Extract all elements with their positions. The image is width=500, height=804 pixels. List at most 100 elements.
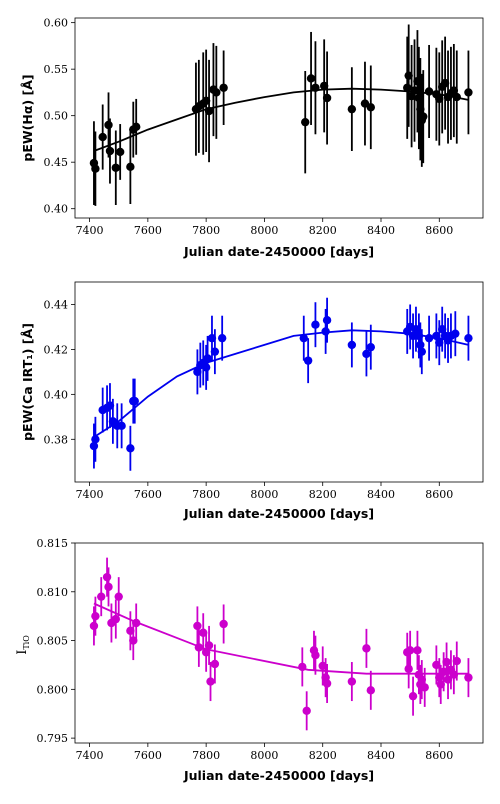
data-point <box>439 667 448 676</box>
x-tick-label: 8400 <box>367 224 395 237</box>
data-point <box>207 333 217 343</box>
data-point <box>322 316 332 325</box>
data-point <box>413 646 422 655</box>
y-axis-label-main: I <box>15 650 30 655</box>
data-point <box>210 659 220 669</box>
data-point <box>403 83 412 92</box>
x-tick-label: 7400 <box>76 224 104 237</box>
x-tick-label: 7800 <box>192 224 220 237</box>
data-point <box>102 572 112 582</box>
y-tick-label: 0.42 <box>44 343 69 356</box>
data-point <box>132 122 141 132</box>
data-point <box>416 104 425 114</box>
x-tick-label: 8200 <box>309 488 337 501</box>
y-tick-label: 0.44 <box>44 298 69 311</box>
data-point <box>451 329 460 338</box>
data-point <box>464 88 473 97</box>
data-point <box>420 683 429 692</box>
data-point <box>411 324 421 334</box>
marks <box>89 297 473 471</box>
fit-line <box>93 602 469 675</box>
x-tick-label: 7400 <box>76 749 104 762</box>
x-axis-label: Julian date-2450000 [days] <box>183 244 374 259</box>
data-point <box>126 162 135 172</box>
data-point <box>408 331 418 341</box>
data-point <box>91 435 100 444</box>
y-axis-label-subscript: TiO <box>22 635 31 650</box>
data-point <box>299 333 308 343</box>
data-point <box>464 673 473 682</box>
marks <box>89 557 473 731</box>
y-tick-label: 0.45 <box>44 156 69 169</box>
x-tick-label: 7600 <box>134 488 162 501</box>
x-tick-label: 7800 <box>192 749 220 762</box>
data-point <box>347 340 357 350</box>
data-point <box>111 163 121 172</box>
data-point <box>432 660 441 670</box>
y-axis-label: pEW(Ca IRT₁) [Å] <box>20 323 35 441</box>
x-tick-label: 7600 <box>134 224 162 237</box>
data-point <box>212 88 221 97</box>
data-point <box>302 706 311 716</box>
y-tick-label: 0.55 <box>44 63 69 76</box>
data-point <box>347 677 357 686</box>
data-point <box>193 621 202 631</box>
x-tick-label: 8600 <box>425 488 453 501</box>
y-tick-label: 0.805 <box>37 635 69 648</box>
x-tick-label: 7600 <box>134 749 162 762</box>
data-point <box>413 77 422 86</box>
data-point <box>405 646 415 655</box>
marks <box>89 24 473 206</box>
data-point <box>417 347 426 356</box>
x-tick-label: 8200 <box>309 749 337 762</box>
data-point <box>404 71 413 80</box>
data-point <box>306 74 316 83</box>
data-point <box>410 86 419 95</box>
data-point <box>464 333 473 343</box>
data-point <box>129 636 138 645</box>
data-point <box>404 664 413 674</box>
data-point <box>443 675 453 684</box>
data-point <box>89 621 99 631</box>
data-point <box>132 618 141 628</box>
data-point <box>438 324 447 334</box>
data-point <box>115 147 125 157</box>
y-tick-label: 0.815 <box>37 537 69 550</box>
data-point <box>362 644 371 653</box>
y-tick-label: 0.40 <box>44 388 69 401</box>
data-point <box>204 641 214 650</box>
data-point <box>322 93 332 103</box>
data-point <box>217 333 227 343</box>
y-tick-label: 0.810 <box>37 586 69 599</box>
y-axis-label: ITiO <box>15 635 31 655</box>
data-point <box>210 347 220 356</box>
data-point <box>435 338 444 347</box>
data-point <box>298 662 307 672</box>
data-point <box>91 611 100 621</box>
data-point <box>414 93 424 103</box>
data-point <box>432 331 441 341</box>
panel-halpha: 7400 7600 7800 8000 8200 8400 8600 0.40 0.45 0.50… <box>20 17 484 259</box>
x-tick-label: 8000 <box>250 488 278 501</box>
data-point <box>104 582 113 592</box>
x-axis-label: Julian date-2450000 [days] <box>183 768 374 783</box>
data-point <box>362 349 371 359</box>
data-point <box>194 643 204 652</box>
data-point <box>318 661 327 671</box>
data-point <box>436 680 445 689</box>
data-point <box>130 396 139 406</box>
data-point <box>126 444 135 453</box>
data-point <box>416 340 425 350</box>
x-axis-label: Julian date-2450000 [days] <box>183 506 374 521</box>
data-point <box>424 87 434 96</box>
x-tick-label: 8400 <box>367 749 395 762</box>
y-tick-label: 0.40 <box>44 203 69 216</box>
data-point <box>201 648 211 657</box>
ticks: 7400 7600 7800 8000 8200 8400 8600 0.40 0.45 0.50… <box>44 17 454 237</box>
data-point <box>199 628 208 637</box>
plot-area <box>74 542 484 744</box>
data-point <box>311 650 320 660</box>
data-point <box>442 657 451 667</box>
data-point <box>219 83 228 92</box>
